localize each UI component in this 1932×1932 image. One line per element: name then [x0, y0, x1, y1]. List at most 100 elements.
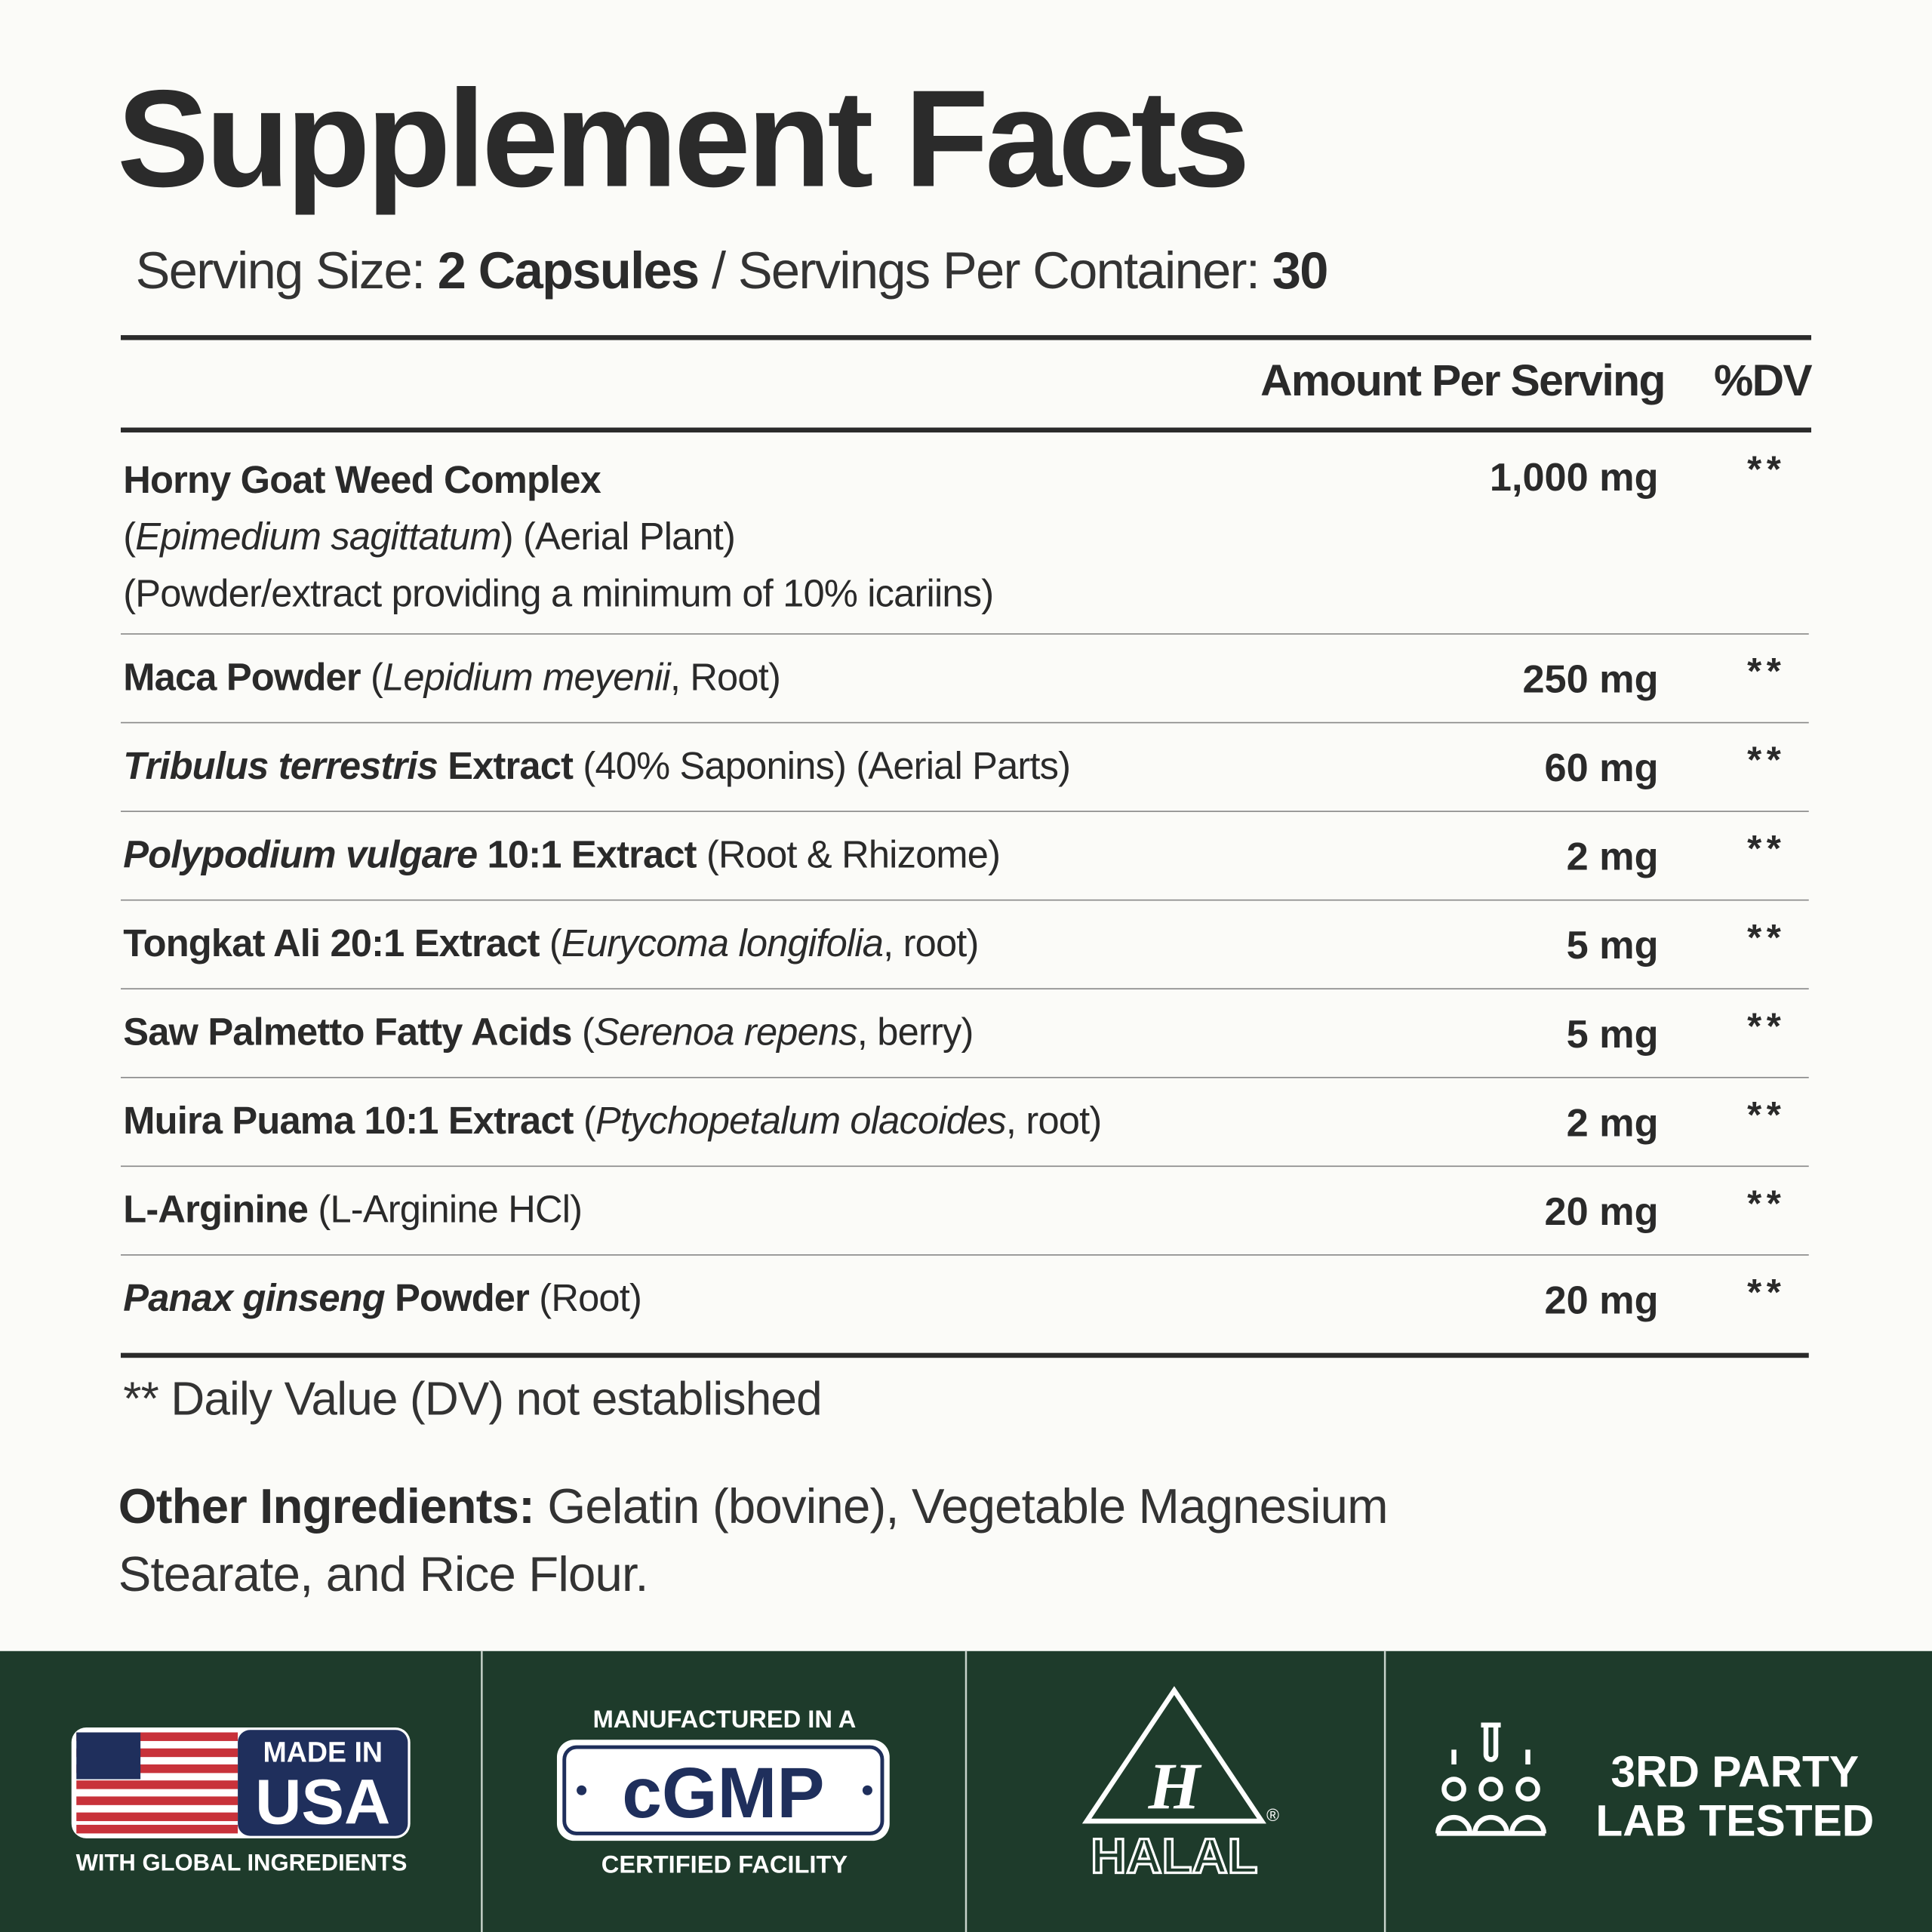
name-segment: (Powder/extract providing a minimum of 1… [123, 571, 994, 615]
title: Supplement Facts [117, 61, 1250, 216]
name-segment: , Root) [669, 655, 781, 699]
lab-icon-lines [1451, 1749, 1531, 1764]
usa-badge: MADE IN USA WITH GLOBAL INGREDIENTS [71, 1727, 411, 1875]
ingredient-name: Tribulus terrestris Extract (40% Saponin… [123, 738, 1071, 795]
amount: 2 mg [1566, 1100, 1659, 1145]
person [1478, 1777, 1503, 1801]
test-tube [1481, 1722, 1501, 1762]
name-line: (Epimedium sagittatum) (Aerial Plant) [123, 509, 993, 565]
amount: 20 mg [1544, 1278, 1659, 1322]
name-segment: Tongkat Ali 20:1 Extract [123, 921, 540, 965]
top-rule [121, 335, 1811, 340]
dot [862, 1785, 872, 1795]
daily-value: ** [1747, 740, 1786, 782]
ingredient-name: Polypodium vulgare 10:1 Extract (Root & … [123, 827, 1001, 884]
name-line: Muira Puama 10:1 Extract (Ptychopetalum … [123, 1093, 1102, 1149]
usa-caption: WITH GLOBAL INGREDIENTS [76, 1849, 408, 1875]
ingredient-row: Maca Powder (Lepidium meyenii, Root) 250 … [0, 635, 1932, 724]
ingredient-row: L-Arginine (L-Arginine HCl) 20 mg ** [0, 1167, 1932, 1256]
cgmp-badge: MANUFACTURED IN A cGMP CERTIFIED FACILIT… [556, 1705, 890, 1878]
ingredient-row: Tongkat Ali 20:1 Extract (Eurycoma longi… [0, 900, 1932, 990]
person [1515, 1777, 1540, 1801]
name-segment: Saw Palmetto Fatty Acids [123, 1010, 572, 1054]
row-separator [121, 987, 1809, 990]
stripe [76, 1764, 238, 1774]
ingredient-name: Horny Goat Weed Complex (Epimedium sagitt… [123, 452, 994, 622]
name-line: Saw Palmetto Fatty Acids (Serenoa repens… [123, 1004, 974, 1061]
daily-value: ** [1747, 651, 1786, 693]
amount: 1,000 mg [1489, 454, 1659, 500]
dv-header: %DV [1713, 355, 1813, 406]
halal-letter: H [1148, 1750, 1202, 1824]
amount: 5 mg [1566, 1011, 1659, 1057]
ingredient-name: Tongkat Ali 20:1 Extract (Eurycoma longi… [123, 915, 979, 972]
ingredient-name: Muira Puama 10:1 Extract (Ptychopetalum … [123, 1093, 1102, 1149]
name-segment: ) (Aerial Plant) [500, 515, 736, 558]
row-separator [121, 721, 1809, 724]
ingredient-row: Panax ginseng Powder (Root) 20 mg ** [0, 1256, 1932, 1345]
cgmp-border [562, 1745, 884, 1835]
name-segment: Lepidium meyenii [383, 655, 671, 699]
cgmp-bottom: CERTIFIED FACILITY [601, 1850, 848, 1878]
ingredient-row: Tribulus terrestris Extract (40% Saponin… [0, 723, 1932, 812]
serving-size-label: Serving Size: [135, 242, 426, 300]
amount: 2 mg [1566, 834, 1659, 879]
row-separator [121, 1254, 1809, 1256]
lab-line1: 3RD PARTY [1611, 1747, 1859, 1796]
halal-word: HALAL [1091, 1829, 1257, 1884]
ingredient-rows: Horny Goat Weed Complex (Epimedium sagitt… [0, 432, 1932, 1344]
amount: 250 mg [1522, 657, 1659, 701]
name-line: Horny Goat Weed Complex [123, 452, 993, 509]
daily-value: ** [1747, 1272, 1786, 1314]
ingredient-name: Maca Powder (Lepidium meyenii, Root) [123, 649, 781, 706]
name-segment: Polypodium vulgare [123, 832, 478, 876]
halal-triangle [1081, 1686, 1266, 1824]
daily-value: ** [1747, 918, 1786, 959]
usa-line2: USA [255, 1765, 390, 1837]
ingredient-name: L-Arginine (L-Arginine HCl) [123, 1182, 583, 1238]
name-segment: , root) [1005, 1099, 1102, 1143]
name-segment: Powder [384, 1276, 530, 1320]
name-segment: (40% Saponins) (Aerial Parts) [573, 744, 1071, 788]
name-line: Maca Powder (Lepidium meyenii, Root) [123, 649, 781, 706]
name-segment: Extract [438, 744, 574, 788]
name-segment: , berry) [857, 1010, 974, 1054]
daily-value: ** [1747, 1095, 1786, 1137]
serving-line: Serving Size: 2 Capsules / Servings Per … [135, 242, 1329, 300]
daily-value: ** [1747, 829, 1786, 870]
serving-size: 2 Capsules [437, 242, 700, 300]
bottom-rule [121, 1352, 1809, 1358]
name-line: Polypodium vulgare 10:1 Extract (Root & … [123, 827, 1001, 884]
other-ingredients-label: Other Ingredients: [118, 1479, 535, 1534]
daily-value: ** [1747, 1006, 1786, 1048]
servings-per-container: 30 [1272, 242, 1329, 300]
name-segment: Tribulus terrestris [123, 744, 438, 788]
name-segment: ( [123, 515, 136, 558]
amount: 5 mg [1566, 922, 1659, 968]
name-segment: Epimedium sagittatum [135, 515, 501, 558]
amount: 60 mg [1544, 745, 1659, 790]
name-line: Tongkat Ali 20:1 Extract (Eurycoma longi… [123, 915, 979, 972]
name-segment: , root) [883, 921, 979, 965]
name-segment: Horny Goat Weed Complex [123, 458, 601, 502]
row-separator [121, 1164, 1809, 1168]
people [1435, 1814, 1546, 1836]
stripe [76, 1780, 238, 1789]
name-segment: ( [539, 921, 562, 965]
name-segment: Muira Puama 10:1 Extract [123, 1099, 574, 1143]
cgmp-top: MANUFACTURED IN A [593, 1705, 857, 1733]
header-rule [121, 427, 1811, 433]
row-separator [121, 632, 1809, 635]
name-segment: ( [573, 1099, 596, 1143]
stripe [76, 1824, 238, 1834]
name-segment: ( [360, 655, 383, 699]
name-line: (Powder/extract providing a minimum of 1… [123, 565, 994, 622]
ingredient-row: Polypodium vulgare 10:1 Extract (Root & … [0, 812, 1932, 901]
name-segment: 10:1 Extract [477, 832, 697, 876]
name-segment: (L-Arginine HCl) [308, 1187, 583, 1232]
name-segment: Maca Powder [123, 655, 361, 699]
row-separator [121, 810, 1809, 812]
canton [76, 1732, 141, 1780]
lab-line2: LAB TESTED [1595, 1797, 1874, 1846]
